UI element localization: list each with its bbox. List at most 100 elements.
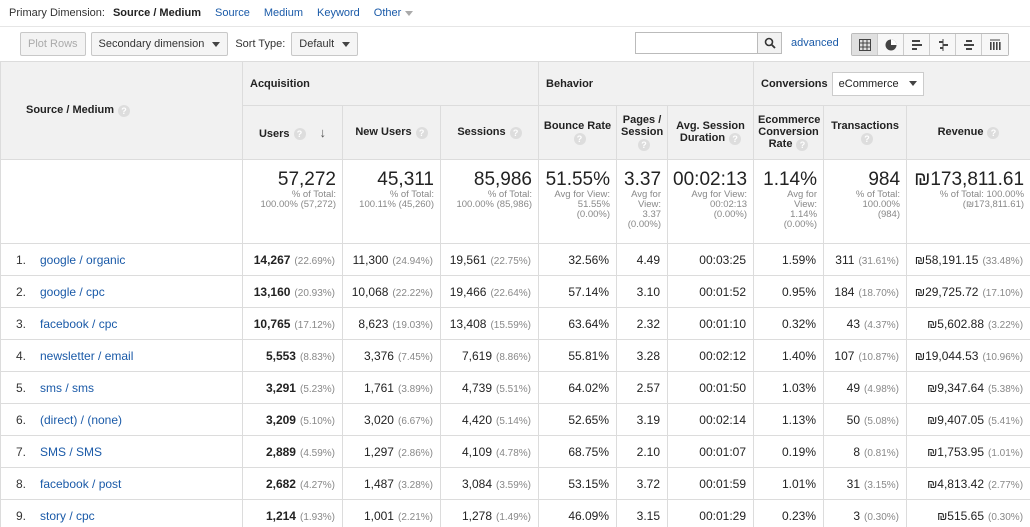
term-cloud-view-button[interactable] bbox=[956, 34, 982, 55]
table-cell: 1. google / organic bbox=[0, 243, 243, 276]
table-cell: 3,376 (7.45%) bbox=[342, 339, 441, 372]
help-icon[interactable]: ? bbox=[729, 132, 742, 145]
table-cell: 00:01:50 bbox=[667, 371, 755, 404]
sort-descending-icon: ↓ bbox=[319, 124, 327, 140]
source-medium-link[interactable]: facebook / post bbox=[40, 476, 122, 491]
table-cell: 1,297 (2.86%) bbox=[342, 435, 441, 468]
table-cell: 4,739 (5.51%) bbox=[439, 371, 540, 404]
help-icon[interactable]: ? bbox=[293, 128, 306, 141]
row-index: 9. bbox=[16, 508, 27, 523]
users-percent: (17.12%) bbox=[294, 319, 335, 331]
conversion-rate-value: 1.03% bbox=[781, 380, 817, 395]
header-revenue[interactable]: Revenue? bbox=[906, 105, 1030, 160]
table-cell: 00:02:14 bbox=[667, 403, 755, 436]
comparison-icon bbox=[938, 38, 948, 51]
table-cell: 00:01:10 bbox=[667, 307, 755, 340]
primary-dimension-source[interactable]: Source bbox=[215, 7, 250, 19]
header-source-medium[interactable]: Source / Medium? bbox=[0, 61, 243, 160]
totals-cell: 51.55% Avg for View: 51.55% (0.00%) bbox=[538, 159, 618, 244]
chevron-down-icon bbox=[212, 41, 221, 47]
header-pages-session[interactable]: Pages / Session? bbox=[616, 105, 669, 160]
total-value: 3.37 bbox=[624, 169, 662, 190]
table-view-button[interactable] bbox=[852, 34, 878, 55]
help-icon[interactable]: ? bbox=[987, 126, 1000, 139]
header-ecommerce-conversion-rate[interactable]: Ecommerce Conversion Rate? bbox=[753, 105, 825, 160]
table-cell: 2.32 bbox=[616, 307, 669, 340]
source-medium-link[interactable]: facebook / cpc bbox=[40, 316, 118, 331]
header-new-users[interactable]: New Users? bbox=[342, 105, 441, 160]
table-cell: ₪515.65 (0.30%) bbox=[906, 499, 1030, 527]
table-search-input[interactable] bbox=[635, 32, 757, 54]
table-cell: 13,160 (20.93%) bbox=[242, 275, 343, 308]
table-cell: 2,889 (4.59%) bbox=[242, 435, 343, 468]
report-table-body: 57,272% of Total: 100.00% (57,272) 45,311%… bbox=[0, 159, 1030, 527]
sort-type-dropdown[interactable]: Default bbox=[291, 32, 359, 56]
sessions-value: 1,278 bbox=[461, 508, 492, 523]
sessions-value: 4,109 bbox=[461, 444, 492, 459]
header-transactions[interactable]: Transactions? bbox=[823, 105, 908, 160]
pages-session-value: 2.10 bbox=[636, 444, 661, 459]
header-avg-session-duration[interactable]: Avg. Session Duration? bbox=[667, 105, 755, 160]
header-bounce-rate[interactable]: Bounce Rate? bbox=[538, 105, 618, 160]
users-percent: (5.10%) bbox=[299, 415, 335, 427]
users-percent: (1.93%) bbox=[299, 511, 335, 523]
conversions-goal-dropdown[interactable]: eCommerce bbox=[831, 71, 924, 96]
source-medium-link[interactable]: SMS / SMS bbox=[40, 444, 103, 459]
advanced-link[interactable]: advanced bbox=[791, 37, 839, 49]
secondary-dimension-dropdown[interactable]: Secondary dimension bbox=[90, 32, 229, 56]
secondary-dimension-label: Secondary dimension bbox=[98, 38, 205, 50]
table-cell: 1,278 (1.49%) bbox=[439, 499, 540, 527]
plot-rows-button[interactable]: Plot Rows bbox=[20, 32, 86, 56]
users-value: 10,765 bbox=[253, 316, 291, 331]
revenue-value: ₪1,753.95 bbox=[927, 444, 985, 459]
total-subtext: Avg for bbox=[631, 189, 662, 200]
primary-dimension-keyword[interactable]: Keyword bbox=[316, 7, 360, 19]
new-users-percent: (19.03%) bbox=[392, 319, 433, 331]
users-percent: (4.27%) bbox=[299, 479, 335, 491]
total-subtext: 100.11% (45,260) bbox=[359, 199, 434, 210]
pie-view-button[interactable] bbox=[878, 34, 904, 55]
source-medium-link[interactable]: newsletter / email bbox=[40, 348, 134, 363]
primary-dimension-medium[interactable]: Medium bbox=[263, 7, 303, 19]
totals-cell: 1.14% Avg for View: 1.14% (0.00%) bbox=[753, 159, 825, 244]
help-icon[interactable]: ? bbox=[861, 132, 874, 145]
table-cell: 2.10 bbox=[616, 435, 669, 468]
table-cell: 49 (4.98%) bbox=[823, 371, 908, 404]
total-subtext: (0.00%) bbox=[627, 219, 662, 230]
new-users-percent: (2.86%) bbox=[397, 447, 433, 459]
pivot-view-button[interactable] bbox=[982, 34, 1008, 55]
conversion-rate-value: 1.13% bbox=[781, 412, 817, 427]
bounce-rate-value: 52.65% bbox=[568, 412, 610, 427]
table-cell: ₪19,044.53 (10.96%) bbox=[906, 339, 1030, 372]
chevron-down-icon bbox=[908, 81, 917, 86]
search-button[interactable] bbox=[757, 32, 782, 54]
source-medium-link[interactable]: google / organic bbox=[40, 252, 126, 267]
revenue-percent: (3.22%) bbox=[988, 319, 1024, 331]
revenue-value: ₪58,191.15 bbox=[914, 252, 979, 267]
table-cell: 5. sms / sms bbox=[0, 371, 243, 404]
source-medium-link[interactable]: story / cpc bbox=[40, 508, 95, 523]
help-icon[interactable]: ? bbox=[573, 132, 586, 145]
help-icon[interactable]: ? bbox=[796, 138, 809, 151]
table-cell: 4,420 (5.14%) bbox=[439, 403, 540, 436]
help-icon[interactable]: ? bbox=[118, 104, 131, 117]
header-sessions[interactable]: Sessions? bbox=[439, 105, 540, 160]
comparison-view-button[interactable] bbox=[930, 34, 956, 55]
sort-type-value: Default bbox=[299, 38, 335, 50]
help-icon[interactable]: ? bbox=[509, 126, 522, 139]
help-icon[interactable]: ? bbox=[638, 138, 651, 151]
transactions-percent: (18.70%) bbox=[858, 287, 900, 299]
table-cell: 1.40% bbox=[753, 339, 825, 372]
primary-dimension-other[interactable]: Other bbox=[374, 7, 414, 19]
pages-session-value: 3.72 bbox=[636, 476, 661, 491]
source-medium-link[interactable]: sms / sms bbox=[40, 380, 94, 395]
source-medium-link[interactable]: (direct) / (none) bbox=[40, 412, 123, 427]
header-users[interactable]: Users? ↓ bbox=[242, 105, 343, 160]
bar-chart-icon bbox=[911, 39, 922, 50]
new-users-value: 3,020 bbox=[363, 412, 394, 427]
bar-view-button[interactable] bbox=[904, 34, 930, 55]
users-value: 2,682 bbox=[265, 476, 296, 491]
source-medium-link[interactable]: google / cpc bbox=[40, 284, 105, 299]
help-icon[interactable]: ? bbox=[415, 126, 428, 139]
bounce-rate-value: 57.14% bbox=[568, 284, 610, 299]
